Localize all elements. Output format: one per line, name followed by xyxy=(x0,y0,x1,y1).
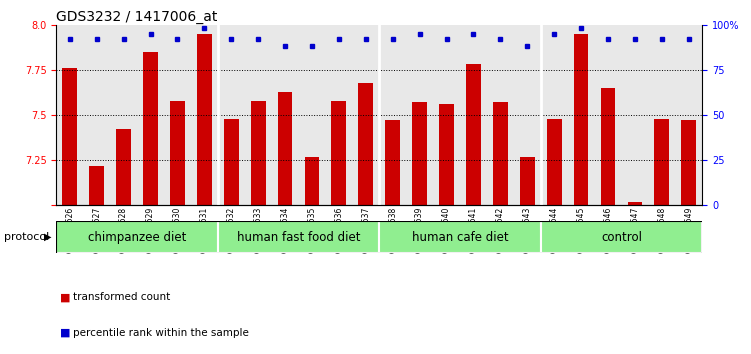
Bar xyxy=(56,25,83,205)
Bar xyxy=(62,68,77,205)
Bar xyxy=(83,25,110,205)
Text: transformed count: transformed count xyxy=(73,292,170,302)
Bar xyxy=(654,119,669,205)
Bar xyxy=(245,25,272,205)
Text: human cafe diet: human cafe diet xyxy=(412,231,508,244)
Bar xyxy=(110,25,137,205)
Text: ■: ■ xyxy=(60,328,71,338)
Bar xyxy=(601,88,615,205)
Bar xyxy=(595,25,622,205)
Bar xyxy=(412,102,427,205)
Bar xyxy=(143,52,158,205)
Text: human fast food diet: human fast food diet xyxy=(237,231,360,244)
Bar xyxy=(622,25,648,205)
Text: GDS3232 / 1417006_at: GDS3232 / 1417006_at xyxy=(56,10,218,24)
Bar xyxy=(379,221,541,253)
Bar xyxy=(514,25,541,205)
Bar xyxy=(406,25,433,205)
Bar xyxy=(331,101,346,205)
Bar xyxy=(460,25,487,205)
Bar xyxy=(541,221,702,253)
Text: ■: ■ xyxy=(60,292,71,302)
Text: protocol: protocol xyxy=(4,232,49,242)
Bar xyxy=(218,25,245,205)
Bar xyxy=(305,156,319,205)
Bar xyxy=(56,221,218,253)
Bar xyxy=(433,25,460,205)
Bar xyxy=(648,25,675,205)
Bar xyxy=(541,25,568,205)
Bar xyxy=(197,34,212,205)
Bar xyxy=(191,25,218,205)
Bar xyxy=(520,156,535,205)
Bar xyxy=(379,25,406,205)
Bar xyxy=(358,82,373,205)
Bar xyxy=(251,101,266,205)
Bar xyxy=(439,104,454,205)
Bar xyxy=(352,25,379,205)
Bar xyxy=(272,25,299,205)
Bar xyxy=(547,119,562,205)
Text: chimpanzee diet: chimpanzee diet xyxy=(88,231,186,244)
Bar xyxy=(628,202,642,205)
Bar xyxy=(574,34,589,205)
Bar xyxy=(164,25,191,205)
Bar xyxy=(278,92,292,205)
Bar xyxy=(487,25,514,205)
Bar xyxy=(116,130,131,205)
Bar xyxy=(299,25,325,205)
Bar xyxy=(568,25,595,205)
Bar xyxy=(675,25,702,205)
Bar xyxy=(224,119,239,205)
Text: ▶: ▶ xyxy=(44,232,51,242)
Bar xyxy=(218,221,379,253)
Text: percentile rank within the sample: percentile rank within the sample xyxy=(73,328,249,338)
Bar xyxy=(493,102,508,205)
Bar xyxy=(137,25,164,205)
Bar xyxy=(466,64,481,205)
Bar xyxy=(89,166,104,205)
Bar xyxy=(325,25,352,205)
Bar xyxy=(170,101,185,205)
Bar xyxy=(681,120,696,205)
Text: control: control xyxy=(601,231,642,244)
Bar xyxy=(385,120,400,205)
